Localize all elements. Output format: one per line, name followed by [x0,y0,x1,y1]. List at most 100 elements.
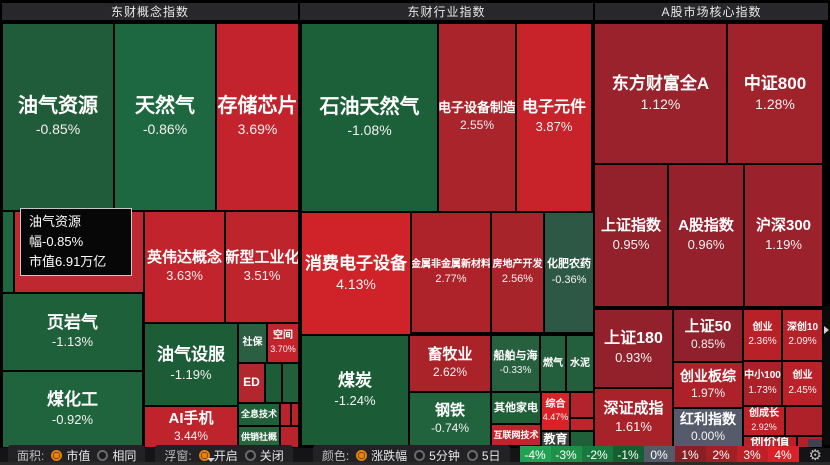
treemap-cell[interactable] [786,407,822,435]
radio-option[interactable]: 5日 [466,447,501,464]
radio-option[interactable]: 相同 [97,447,136,464]
treemap-cell[interactable]: 综合 4.47% [542,393,569,430]
treemap-cell[interactable]: 其他家电 [492,393,540,423]
cell-label: 油气资源 [18,95,98,118]
treemap-cell[interactable]: 电子设备制造 2.55% [439,24,515,211]
treemap-cell[interactable] [3,212,13,292]
treemap-cell[interactable] [266,364,281,402]
treemap-cell[interactable]: ED [239,364,264,402]
treemap-cell[interactable]: 创业 2.45% [783,362,822,405]
radio-unselected-icon[interactable] [466,449,478,461]
treemap-cell[interactable]: 油气资源 -0.85% [3,24,113,210]
treemap-cell[interactable] [292,404,298,425]
treemap-cell[interactable] [281,427,298,447]
radio-unselected-icon[interactable] [244,449,256,461]
treemap-cell[interactable] [571,432,593,447]
treemap-cell[interactable]: 消费电子设备 4.13% [302,213,410,334]
treemap-cell[interactable]: 船舶与海 -0.33% [492,336,539,391]
treemap-cell[interactable]: A股指数 0.96% [669,165,743,306]
collapse-arrow-icon[interactable] [207,458,215,462]
cell-value: -1.19% [170,366,212,382]
treemap-cell[interactable]: 红利指数 0.00% [674,409,742,447]
treemap-cell[interactable] [571,393,593,417]
treemap-cell[interactable]: 金属非金属新材料 2.77% [412,213,490,332]
cell-label: ED [243,375,260,390]
settings-gear-icon[interactable]: ⚙ [808,446,822,464]
toolbar-group: 颜色: 涨跌幅 5分钟 5日 [312,445,510,465]
treemap-cell[interactable]: 存储芯片 3.69% [217,24,298,210]
treemap-cell[interactable]: 化肥农药 -0.36% [545,213,593,332]
radio-option[interactable]: 5分钟 [414,447,460,464]
treemap-cell[interactable]: 创成长 2.92% [744,407,784,435]
radio-option[interactable]: 市值 [51,447,90,464]
radio-option[interactable]: 开启 [198,447,238,464]
radio-option[interactable]: 关闭 [244,447,284,464]
cell-label: 中小100 [744,370,781,382]
treemap-cell[interactable]: AI手机 3.44% [145,407,237,447]
treemap-cell[interactable]: 上证50 0.85% [674,310,742,361]
treemap-cell[interactable]: 创业 2.36% [744,310,781,360]
panel-title: 东财概念指数 [2,3,298,20]
hover-tooltip: 油气资源 幅-0.85% 市值6.91万亿 [20,208,132,276]
index-panel: A股市场核心指数东方财富全A 1.12% 中证800 1.28% 上证指数 0.95% A股… [595,3,828,447]
cell-label: 消费电子设备 [305,253,407,273]
toolbar-group: 面积: 市值 相同 [8,445,146,465]
treemap-cell[interactable]: 上证180 0.93% [595,310,672,387]
treemap-cell[interactable]: 天然气 -0.86% [115,24,215,210]
scale-segment: -2% [581,446,613,464]
treemap-cell[interactable]: 互联网技术 [492,425,540,445]
treemap-cell[interactable]: 深证成指 1.61% [595,389,672,447]
scale-segment: 3% [736,446,768,464]
treemap-cell[interactable]: 社保 [239,324,266,362]
cell-label: 新型工业化 [226,248,298,266]
treemap-cell[interactable]: 钢铁 -0.74% [410,393,490,445]
treemap-cell[interactable]: 畜牧业 2.62% [410,336,490,391]
treemap-cell[interactable]: 中证800 1.28% [728,24,822,163]
treemap-cell[interactable]: 燃气 [541,336,565,391]
radio-selected-icon[interactable] [356,449,368,461]
treemap-cell[interactable]: 页岩气 -1.13% [3,294,142,370]
treemap-cell[interactable]: 上证指数 0.95% [595,165,667,306]
scale-segment: -3% [550,446,582,464]
treemap-cell[interactable]: 东方财富全A 1.12% [595,24,726,163]
cell-label: 金属非金属新材料 [412,258,490,270]
cell-value: 1.12% [640,96,681,113]
treemap-cell[interactable]: 石油天然气 -1.08% [302,24,437,211]
radio-selected-icon[interactable] [51,449,63,461]
treemap-cell[interactable]: 中小100 1.73% [744,362,781,405]
radio-unselected-icon[interactable] [414,449,426,461]
treemap-cell[interactable]: 油气设服 -1.19% [145,324,237,405]
treemap-cell[interactable]: 教育 [542,432,569,447]
treemap-cell[interactable]: 英伟达概念 3.63% [145,212,224,322]
expand-arrow-icon[interactable] [824,326,829,334]
treemap-cell[interactable] [808,439,822,447]
treemap-cell[interactable]: 全息技术 [239,404,279,425]
cell-label: 教育 [543,432,568,446]
cell-label: 东方财富全A [611,73,710,93]
treemap-cell[interactable] [571,419,593,430]
radio-selected-icon[interactable] [198,449,210,461]
panel-title: A股市场核心指数 [595,3,828,20]
treemap-cell[interactable]: 新型工业化 3.51% [226,212,298,322]
cell-label: 上证50 [684,318,732,336]
treemap-cell[interactable]: 供销社概 [239,427,279,447]
treemap-cell[interactable]: 深创10 2.09% [783,310,822,360]
treemap-cell[interactable]: 沪深300 1.19% [745,165,822,306]
cell-value: -0.36% [551,273,587,286]
radio-option[interactable]: 涨跌幅 [356,447,407,464]
cell-value: 1.28% [755,96,795,113]
treemap-cell[interactable]: 水泥 [567,336,593,391]
radio-unselected-icon[interactable] [97,449,109,461]
treemap-cell[interactable] [283,364,298,402]
treemap-cell[interactable]: 煤炭 -1.24% [302,336,408,445]
cell-value: 3.51% [243,268,281,284]
treemap-cell[interactable]: 空间 3.70% [268,324,298,362]
treemap-cell[interactable]: 煤化工 -0.92% [3,372,142,447]
treemap-cell[interactable]: 电子元件 3.87% [517,24,591,211]
treemap-cell[interactable]: 房地产开发 2.56% [492,213,543,332]
treemap-cell[interactable]: 创业板综 1.97% [674,363,742,407]
treemap-cell[interactable]: 创价值 [744,437,796,447]
treemap-cell[interactable] [281,404,290,425]
cell-label: 沪深300 [755,217,812,235]
cell-value: 3.44% [173,428,209,443]
